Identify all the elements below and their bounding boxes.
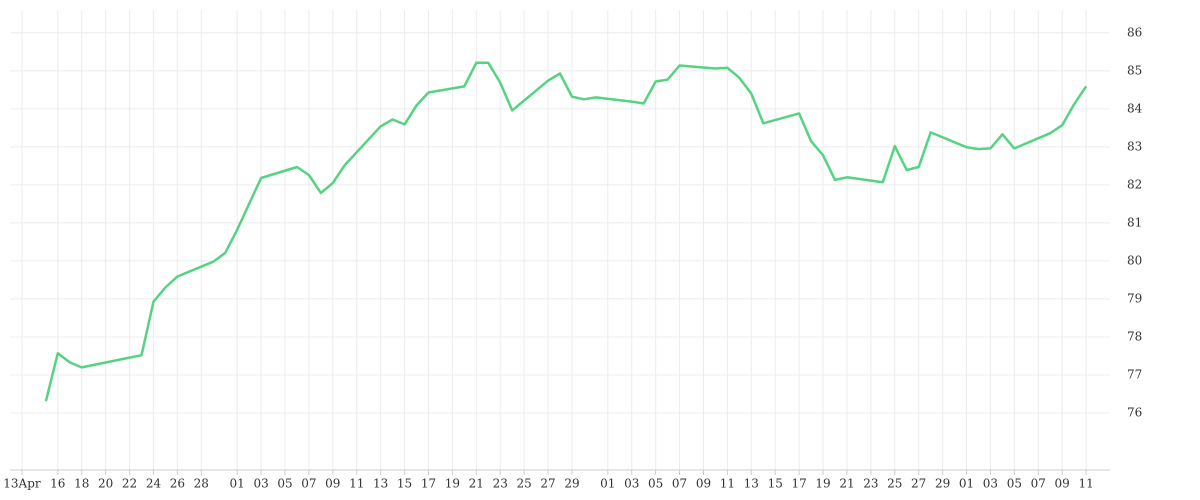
y-tick-label: 86 [1127,25,1142,39]
y-tick-label: 80 [1127,253,1142,267]
x-tick-label: 29 [935,477,950,491]
x-tick-label: 25 [516,477,531,491]
y-tick-label: 82 [1127,177,1142,191]
x-tick-label: 13Apr [3,477,41,491]
x-tick-label: 20 [98,477,113,491]
x-tick-label: 29 [564,477,579,491]
y-tick-label: 79 [1127,291,1142,305]
x-tick-label: 16 [50,477,65,491]
y-tick-label: 81 [1127,215,1142,229]
x-tick-label: 21 [469,477,484,491]
x-tick-label: 01 [230,477,245,491]
x-tick-label: 21 [839,477,854,491]
y-tick-label: 78 [1127,329,1142,343]
x-tick-label: 22 [122,477,137,491]
x-tick-label: 03 [253,477,268,491]
x-tick-label: 01 [600,477,615,491]
x-tick-label: 11 [349,477,364,491]
x-tick-label: 01 [959,477,974,491]
x-tick-label: 13 [744,477,759,491]
y-tick-label: 84 [1127,101,1143,115]
x-tick-label: 19 [815,477,830,491]
x-tick-label: 13 [373,477,388,491]
x-tick-label: 09 [325,477,340,491]
x-tick-label: 09 [1055,477,1070,491]
y-tick-label: 77 [1127,367,1142,381]
x-tick-label: 15 [768,477,783,491]
x-tick-label: 05 [277,477,292,491]
x-tick-label: 03 [624,477,639,491]
x-tick-label: 05 [648,477,663,491]
y-tick-label: 83 [1127,139,1142,153]
x-tick-label: 05 [1007,477,1022,491]
x-tick-label: 11 [1078,477,1093,491]
x-tick-label: 17 [421,477,436,491]
x-tick-label: 07 [672,477,687,491]
series-line [44,61,1088,402]
x-tick-label: 11 [720,477,735,491]
x-tick-label: 07 [1031,477,1046,491]
x-tick-label: 27 [911,477,926,491]
x-tick-label: 15 [397,477,412,491]
y-tick-label: 76 [1127,405,1142,419]
y-tick-label: 85 [1127,63,1142,77]
x-tick-label: 28 [194,477,209,491]
x-tick-label: 24 [146,477,162,491]
x-tick-label: 23 [493,477,508,491]
x-tick-label: 17 [791,477,806,491]
x-tick-label: 03 [983,477,998,491]
x-tick-label: 18 [74,477,89,491]
x-tick-label: 23 [863,477,878,491]
x-tick-label: 26 [170,477,185,491]
x-tick-label: 27 [540,477,555,491]
x-tick-label: 25 [887,477,902,491]
x-tick-label: 07 [301,477,316,491]
x-tick-label: 19 [445,477,460,491]
x-tick-label: 09 [696,477,711,491]
